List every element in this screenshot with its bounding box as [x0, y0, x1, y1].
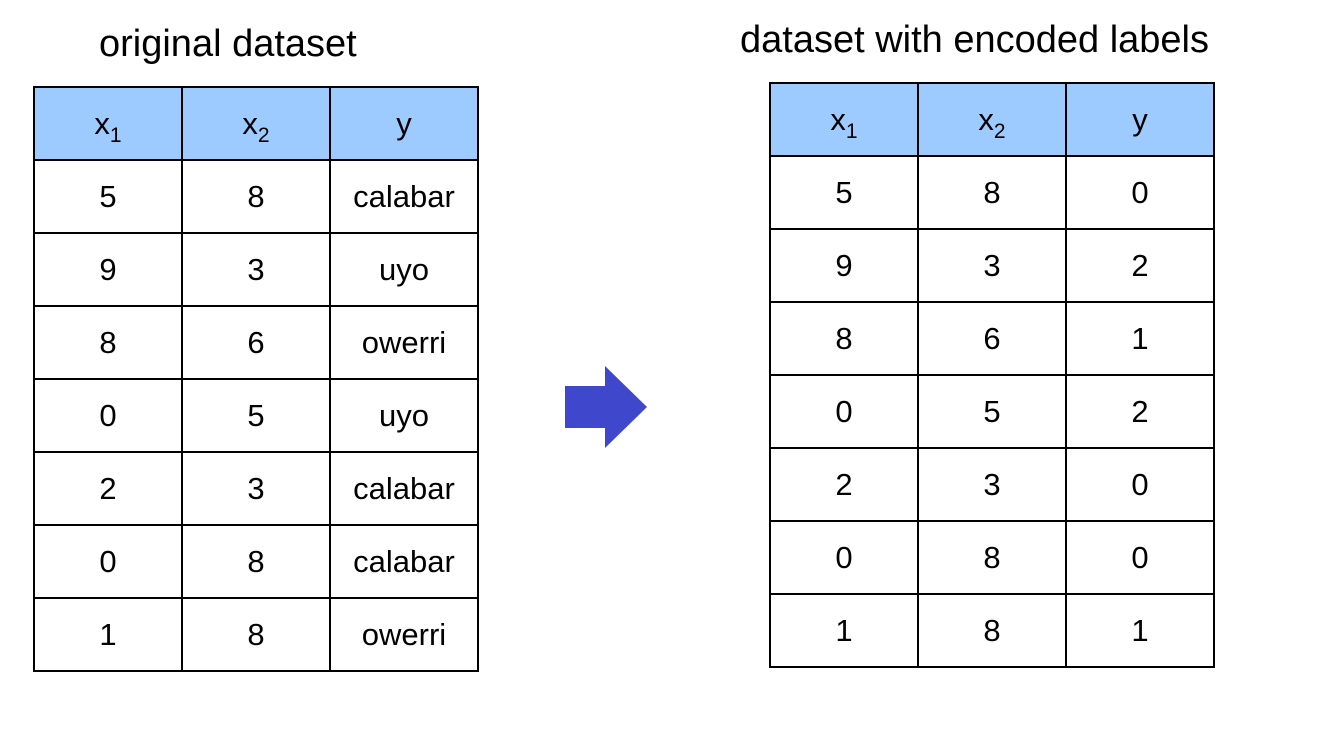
- table-row: 1 8 owerri: [33, 597, 479, 672]
- cell-y: 1: [1065, 593, 1215, 668]
- cell-y: uyo: [329, 232, 479, 307]
- cell-y: 0: [1065, 155, 1215, 230]
- cell-y: 1: [1065, 301, 1215, 376]
- cell-y: calabar: [329, 524, 479, 599]
- cell-x1: 0: [33, 524, 183, 599]
- cell-x1: 5: [769, 155, 919, 230]
- cell-x2: 6: [917, 301, 1067, 376]
- cell-x1: 1: [769, 593, 919, 668]
- cell-x2: 3: [917, 228, 1067, 303]
- cell-y: 2: [1065, 374, 1215, 449]
- table-row: 9 3 uyo: [33, 232, 479, 307]
- original-dataset-table: x1 x2 y 5 8 calabar 9 3 uyo 8 6 owerri 0 5 uyo 2 3 cal…: [33, 86, 479, 672]
- cell-y: calabar: [329, 451, 479, 526]
- cell-x1: 2: [33, 451, 183, 526]
- cell-x2: 5: [917, 374, 1067, 449]
- cell-y: calabar: [329, 159, 479, 234]
- right-arrow-shape: [565, 366, 647, 448]
- cell-x1: 9: [769, 228, 919, 303]
- cell-x1: 0: [769, 374, 919, 449]
- cell-x2: 3: [181, 232, 331, 307]
- table-row: 8 6 owerri: [33, 305, 479, 380]
- cell-x2: 8: [917, 155, 1067, 230]
- cell-x2: 8: [181, 597, 331, 672]
- cell-x2: 8: [917, 593, 1067, 668]
- cell-y: 0: [1065, 447, 1215, 522]
- header-cell-x2: x2: [917, 82, 1067, 157]
- table-row: 0 8 calabar: [33, 524, 479, 599]
- cell-y: 0: [1065, 520, 1215, 595]
- cell-x1: 8: [769, 301, 919, 376]
- cell-x1: 0: [33, 378, 183, 453]
- encoded-dataset-title: dataset with encoded labels: [740, 19, 1209, 61]
- header-cell-y: y: [1065, 82, 1215, 157]
- right-arrow-icon: [565, 366, 647, 448]
- cell-x1: 0: [769, 520, 919, 595]
- cell-x1: 8: [33, 305, 183, 380]
- cell-x2: 6: [181, 305, 331, 380]
- cell-x2: 8: [917, 520, 1067, 595]
- table-header-row: x1 x2 y: [33, 86, 479, 161]
- cell-x2: 5: [181, 378, 331, 453]
- table-row: 0 5 uyo: [33, 378, 479, 453]
- cell-x1: 2: [769, 447, 919, 522]
- cell-x1: 5: [33, 159, 183, 234]
- cell-x2: 8: [181, 524, 331, 599]
- cell-x2: 3: [181, 451, 331, 526]
- original-dataset-title: original dataset: [99, 23, 357, 65]
- cell-y: owerri: [329, 305, 479, 380]
- cell-y: owerri: [329, 597, 479, 672]
- table-header-row: x1 x2 y: [769, 82, 1215, 157]
- header-cell-x1: x1: [769, 82, 919, 157]
- header-cell-x1: x1: [33, 86, 183, 161]
- cell-x1: 1: [33, 597, 183, 672]
- header-cell-y: y: [329, 86, 479, 161]
- cell-y: 2: [1065, 228, 1215, 303]
- header-cell-x2: x2: [181, 86, 331, 161]
- table-row: 5 8 calabar: [33, 159, 479, 234]
- cell-x2: 8: [181, 159, 331, 234]
- cell-x1: 9: [33, 232, 183, 307]
- table-row: 2 3 calabar: [33, 451, 479, 526]
- cell-x2: 3: [917, 447, 1067, 522]
- cell-y: uyo: [329, 378, 479, 453]
